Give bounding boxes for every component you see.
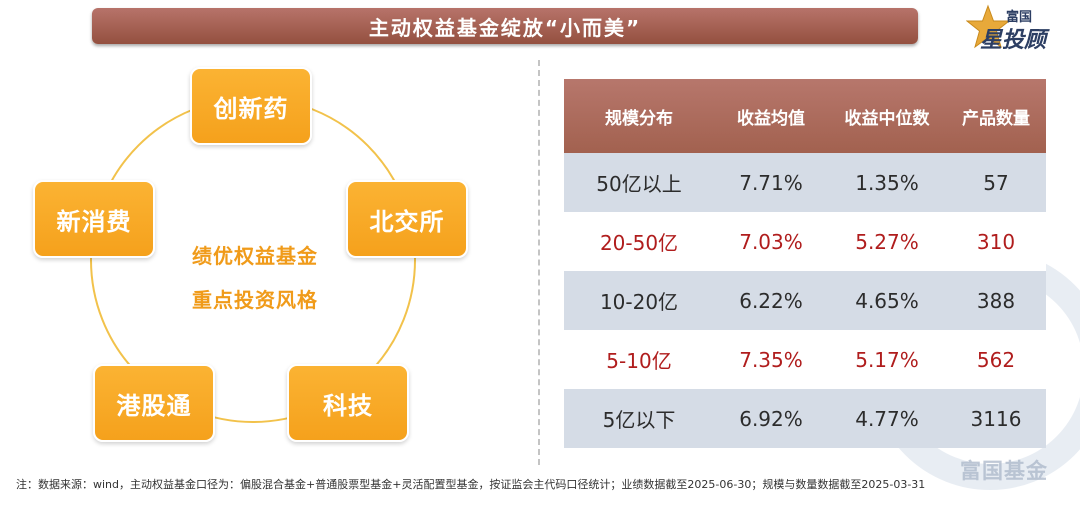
table-cell: 4.65% bbox=[855, 288, 919, 313]
table-row: 5-10亿 7.35% 5.17% 562 bbox=[564, 330, 1046, 389]
performance-table: 规模分布 收益均值 收益中位数 产品数量 50亿以上 7.71% 1.35% 5… bbox=[564, 79, 1046, 448]
page-title: 主动权益基金绽放“小而美” bbox=[92, 8, 918, 44]
pill-new-consumption: 新消费 bbox=[33, 180, 155, 258]
table-cell: 10-20亿 bbox=[599, 290, 679, 314]
header-cell: 产品数量 bbox=[962, 108, 1030, 129]
table-cell: 3116 bbox=[970, 406, 1022, 431]
table-cell: 57 bbox=[983, 170, 1009, 195]
logo-small-text: 富国 bbox=[1006, 10, 1033, 25]
table-cell: 50亿以上 bbox=[596, 172, 682, 196]
pill-tech: 科技 bbox=[287, 364, 409, 442]
star-icon bbox=[966, 4, 1010, 49]
pill-bse: 北交所 bbox=[346, 180, 468, 258]
table-cell: 388 bbox=[976, 288, 1016, 313]
header-cell: 收益中位数 bbox=[844, 108, 930, 129]
footnote: 注：数据来源：wind，主动权益基金口径为：偏股混合基金+普通股票型基金+灵活配… bbox=[16, 478, 926, 491]
pill-innovative-drugs: 创新药 bbox=[190, 67, 312, 145]
table-row: 5亿以下 6.92% 4.77% 3116 bbox=[564, 389, 1046, 448]
table-cell: 1.35% bbox=[855, 170, 919, 195]
table-row: 50亿以上 7.71% 1.35% 57 bbox=[564, 153, 1046, 212]
table-cell: 7.71% bbox=[739, 170, 803, 195]
table-row: 10-20亿 6.22% 4.65% 388 bbox=[564, 271, 1046, 330]
logo-big-text: 星投顾 bbox=[980, 28, 1047, 53]
table-cell: 5亿以下 bbox=[602, 408, 676, 432]
table-cell: 5.17% bbox=[855, 347, 919, 372]
table-cell: 4.77% bbox=[855, 406, 919, 431]
table-cell: 5.27% bbox=[855, 229, 919, 254]
pill-hk-connect: 港股通 bbox=[93, 364, 215, 442]
table-header: 规模分布 收益均值 收益中位数 产品数量 bbox=[564, 79, 1046, 153]
table-row: 20-50亿 7.03% 5.27% 310 bbox=[564, 212, 1046, 271]
table-cell: 6.92% bbox=[739, 406, 803, 431]
center-line-2: 重点投资风格 bbox=[192, 288, 318, 312]
table-cell: 20-50亿 bbox=[599, 231, 679, 255]
table-cell: 5-10亿 bbox=[606, 349, 672, 373]
table-cell: 562 bbox=[976, 347, 1016, 372]
header-cell: 收益均值 bbox=[737, 108, 805, 129]
table-cell: 6.22% bbox=[739, 288, 803, 313]
center-line-1: 绩优权益基金 bbox=[192, 244, 318, 268]
table-cell: 7.03% bbox=[739, 229, 803, 254]
table-cell: 310 bbox=[976, 229, 1016, 254]
divider bbox=[538, 60, 540, 465]
table-cell: 7.35% bbox=[739, 347, 803, 372]
brand-logo: 富国 星投顾 bbox=[966, 4, 1078, 53]
header-cell: 规模分布 bbox=[605, 108, 673, 129]
watermark-text: 富国基金 bbox=[960, 459, 1048, 483]
style-diagram: 创新药 北交所 科技 港股通 新消费 绩优权益基金 重点投资风格 bbox=[0, 0, 540, 470]
